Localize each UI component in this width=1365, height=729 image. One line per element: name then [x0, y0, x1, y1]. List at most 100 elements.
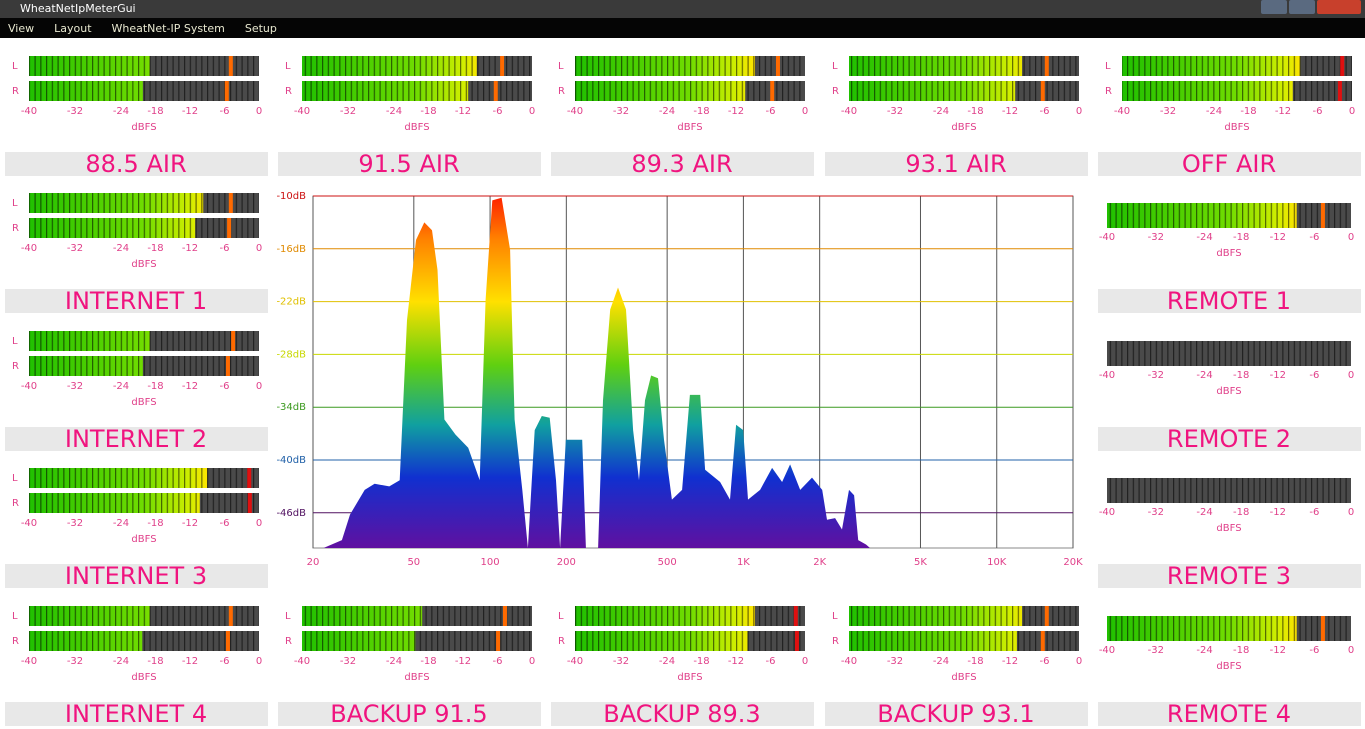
window-title: WheatNetIpMeterGui — [20, 2, 136, 15]
meter-tick-label: 0 — [802, 106, 808, 117]
meter-tick-label: -32 — [340, 656, 356, 667]
meter-tick-label: -18 — [1233, 370, 1249, 381]
label-box — [278, 702, 541, 726]
meter-tick-label: -40 — [567, 656, 583, 667]
channel-label: L — [12, 198, 18, 209]
meter-tick-label: -12 — [728, 656, 744, 667]
maximize-button[interactable] — [1289, 0, 1315, 14]
y-tick-label: -40dB — [276, 455, 306, 466]
channel-label: L — [12, 336, 18, 347]
peak-hold — [502, 606, 507, 626]
menu-item[interactable]: View — [8, 22, 34, 35]
channel-label: R — [12, 86, 19, 97]
meter-tick-label: -12 — [1270, 507, 1286, 518]
meter-tick-label: -12 — [1002, 656, 1018, 667]
meter-unit: dBFS — [1216, 386, 1241, 397]
meter-tick-label: -18 — [693, 656, 709, 667]
meter-tick-label: -6 — [766, 106, 776, 117]
channel-label: L — [832, 611, 838, 622]
meter-tick-label: -32 — [1148, 645, 1164, 656]
meter-tick-label: -40 — [21, 518, 37, 529]
x-tick-label: 2K — [813, 557, 826, 568]
peak-hold — [1040, 81, 1045, 101]
channel-label: L — [285, 61, 291, 72]
peak-hold — [775, 56, 780, 76]
meter-label: 91.5 AIR — [358, 150, 459, 178]
close-button[interactable] — [1317, 0, 1361, 14]
channel-label: R — [12, 498, 19, 509]
meter-unit: dBFS — [677, 122, 702, 133]
meter-unit: dBFS — [1216, 661, 1241, 672]
meter-tick-label: -40 — [1099, 232, 1115, 243]
minimize-button[interactable] — [1261, 0, 1287, 14]
meter-segments — [302, 606, 532, 626]
meter-tick-label: 0 — [1348, 645, 1354, 656]
meter-tick-label: -32 — [67, 106, 83, 117]
meter-segments — [29, 606, 259, 626]
meter-tick-label: -24 — [1206, 106, 1222, 117]
meter-tick-label: -32 — [1148, 232, 1164, 243]
meter-tick-label: -18 — [147, 656, 163, 667]
meter-segments — [29, 631, 259, 651]
meter-unit: dBFS — [131, 672, 156, 683]
meter-label: 88.5 AIR — [85, 150, 186, 178]
meter-tick-label: 0 — [529, 106, 535, 117]
meter-tick-label: -24 — [1196, 370, 1212, 381]
meter-tick-label: 0 — [1348, 232, 1354, 243]
menu-item[interactable]: WheatNet-IP System — [112, 22, 225, 35]
meter-unit: dBFS — [677, 672, 702, 683]
peak-hold — [496, 631, 501, 651]
meter-tick-label: -18 — [1233, 232, 1249, 243]
y-tick-label: -28dB — [276, 349, 306, 360]
channel-label: R — [12, 223, 19, 234]
meter-segments — [1122, 81, 1352, 101]
x-tick-label: 10K — [987, 557, 1007, 568]
meter-tick-label: -32 — [340, 106, 356, 117]
meter-tick-label: -12 — [182, 518, 198, 529]
meter-tick-label: -40 — [567, 106, 583, 117]
meter-segments — [849, 631, 1079, 651]
meter-tick-label: -40 — [841, 106, 857, 117]
meter-segments — [29, 193, 259, 213]
meter-unit: dBFS — [1224, 122, 1249, 133]
peak-hold — [1040, 631, 1045, 651]
x-tick-label: 50 — [407, 557, 420, 568]
menu-item[interactable]: Setup — [245, 22, 277, 35]
peak-hold — [493, 81, 498, 101]
meter-tick-label: 0 — [1076, 656, 1082, 667]
meter-tick-label: -32 — [67, 381, 83, 392]
channel-label: R — [12, 361, 19, 372]
y-tick-label: -16dB — [276, 244, 306, 255]
meter-tick-label: -6 — [493, 656, 503, 667]
meter-unit: dBFS — [131, 122, 156, 133]
peak-hold — [225, 631, 230, 651]
meter-tick-label: -24 — [113, 243, 129, 254]
meter-tick-label: -24 — [113, 656, 129, 667]
meter-tick-label: -32 — [67, 518, 83, 529]
meter-segments — [849, 81, 1079, 101]
meter-segments — [575, 81, 805, 101]
label-box — [278, 152, 541, 176]
meter-segments — [849, 56, 1079, 76]
peak-hold — [247, 468, 252, 488]
meter-tick-label: -40 — [1099, 507, 1115, 518]
meter-label: INTERNET 2 — [65, 425, 207, 453]
meter-segments — [29, 56, 259, 76]
y-tick-label: -10dB — [276, 191, 306, 202]
meter-tick-label: 0 — [1348, 370, 1354, 381]
menu-item[interactable]: Layout — [54, 22, 92, 35]
x-tick-label: 20 — [307, 557, 320, 568]
label-box — [5, 702, 268, 726]
meter-tick-label: 0 — [802, 656, 808, 667]
meter-tick-label: -32 — [887, 106, 903, 117]
title-bar — [0, 0, 1365, 18]
meter-segments — [575, 606, 805, 626]
peak-hold — [224, 81, 229, 101]
meter-tick-label: 0 — [529, 656, 535, 667]
meter-tick-label: -6 — [220, 518, 230, 529]
meter-tick-label: -40 — [1099, 370, 1115, 381]
meter-tick-label: -40 — [21, 106, 37, 117]
meter-segments — [29, 356, 259, 376]
